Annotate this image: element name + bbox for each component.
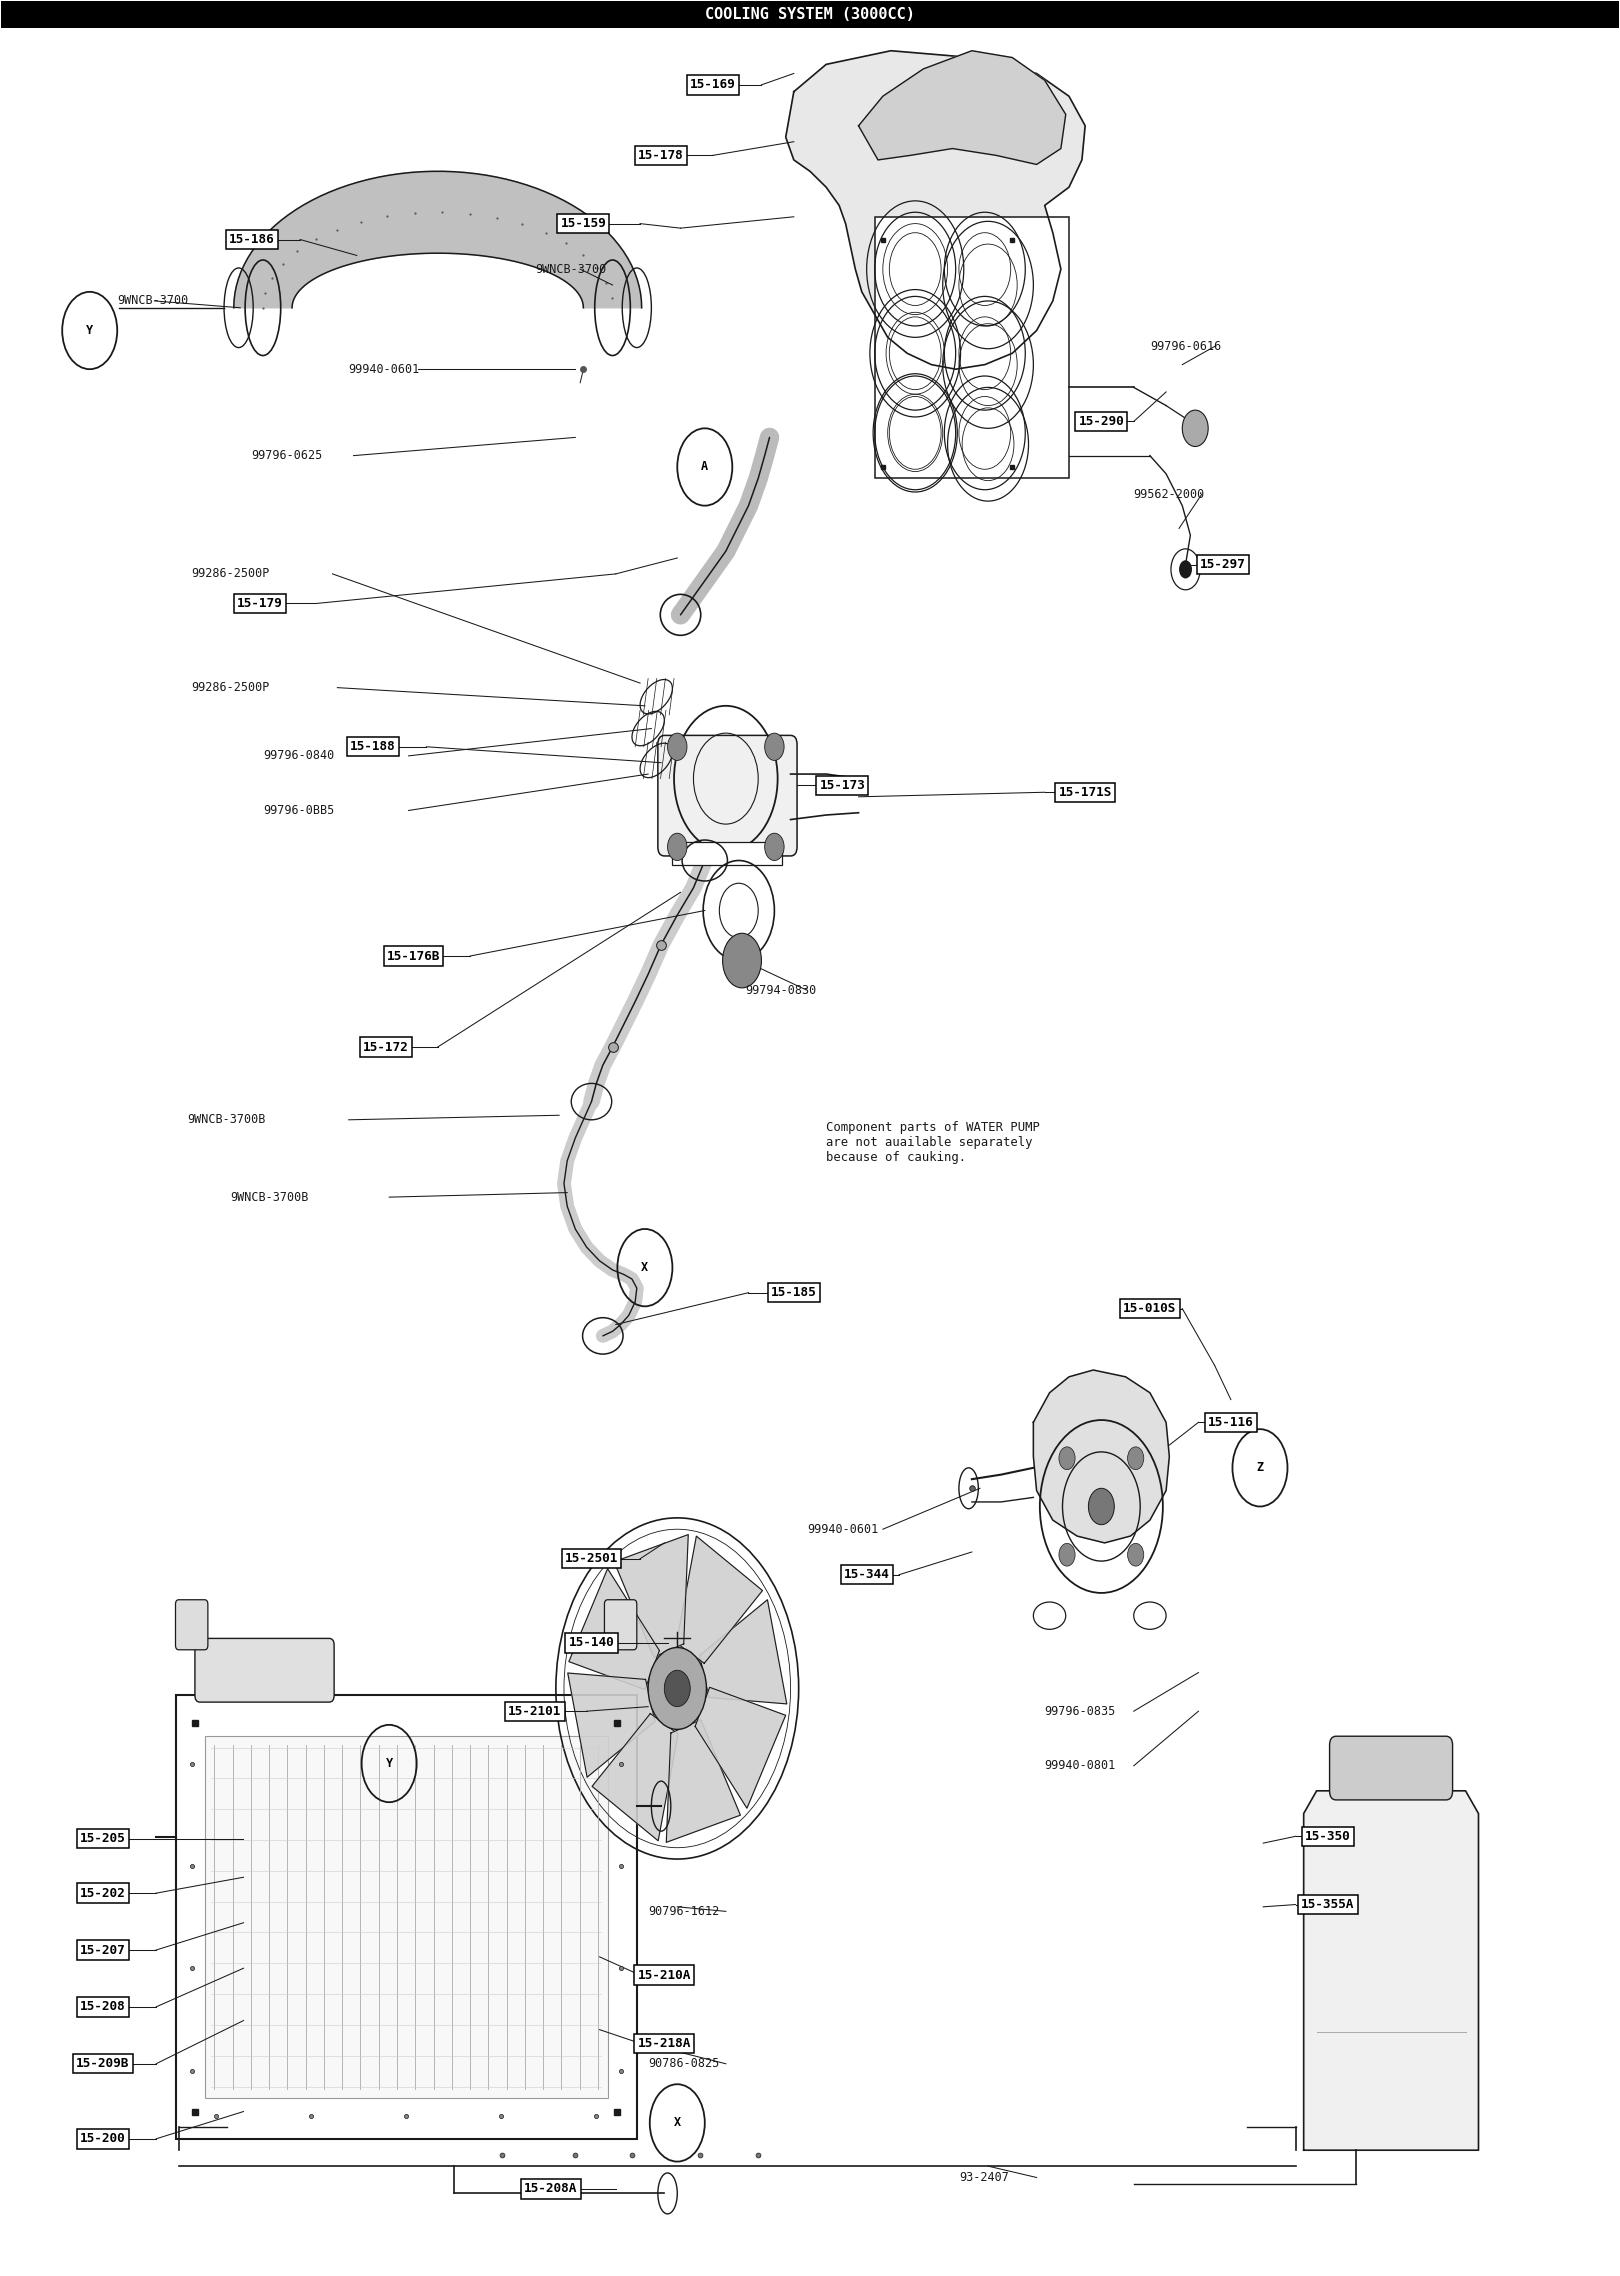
Text: 99796-0616: 99796-0616 bbox=[1150, 339, 1221, 353]
Text: 99940-0601: 99940-0601 bbox=[807, 1523, 878, 1536]
Polygon shape bbox=[695, 1687, 786, 1807]
Polygon shape bbox=[1304, 1791, 1479, 2151]
Circle shape bbox=[1128, 1448, 1144, 1470]
Text: 99796-0835: 99796-0835 bbox=[1045, 1705, 1116, 1718]
Text: X: X bbox=[642, 1261, 648, 1275]
Text: 9WNCB-3700: 9WNCB-3700 bbox=[535, 262, 606, 275]
Circle shape bbox=[648, 1648, 706, 1730]
Text: 15-210A: 15-210A bbox=[638, 1969, 692, 1982]
FancyBboxPatch shape bbox=[0, 0, 1620, 27]
Circle shape bbox=[667, 833, 687, 860]
Polygon shape bbox=[700, 1600, 787, 1705]
Circle shape bbox=[765, 733, 784, 760]
FancyBboxPatch shape bbox=[658, 735, 797, 856]
Text: 15-290: 15-290 bbox=[1079, 414, 1124, 428]
Circle shape bbox=[1089, 1489, 1115, 1525]
Circle shape bbox=[1059, 1543, 1076, 1566]
Text: 15-218A: 15-218A bbox=[638, 2037, 692, 2051]
Circle shape bbox=[664, 1671, 690, 1707]
Text: COOLING SYSTEM (3000CC): COOLING SYSTEM (3000CC) bbox=[705, 7, 915, 23]
Polygon shape bbox=[233, 171, 642, 307]
Text: 99796-0625: 99796-0625 bbox=[251, 448, 322, 462]
Text: 15-010S: 15-010S bbox=[1123, 1302, 1176, 1316]
Polygon shape bbox=[614, 1534, 688, 1657]
Text: 99796-0840: 99796-0840 bbox=[262, 749, 334, 762]
Text: X: X bbox=[674, 2117, 680, 2130]
Polygon shape bbox=[569, 1568, 659, 1689]
FancyBboxPatch shape bbox=[604, 1600, 637, 1650]
Text: 15-159: 15-159 bbox=[561, 216, 606, 230]
FancyBboxPatch shape bbox=[194, 1639, 334, 1702]
Circle shape bbox=[723, 933, 761, 988]
Text: 90796-1612: 90796-1612 bbox=[648, 1905, 719, 1919]
FancyBboxPatch shape bbox=[1330, 1737, 1453, 1800]
Circle shape bbox=[1128, 1543, 1144, 1566]
FancyBboxPatch shape bbox=[875, 216, 1069, 478]
Text: Z: Z bbox=[1257, 1461, 1264, 1475]
Text: 15-344: 15-344 bbox=[844, 1568, 889, 1582]
Text: 15-172: 15-172 bbox=[363, 1040, 408, 1054]
Text: 15-297: 15-297 bbox=[1200, 558, 1246, 571]
Text: 15-140: 15-140 bbox=[569, 1636, 614, 1650]
FancyBboxPatch shape bbox=[175, 1600, 207, 1650]
Text: 15-2101: 15-2101 bbox=[509, 1705, 562, 1718]
Text: 15-185: 15-185 bbox=[771, 1286, 816, 1300]
Text: 15-208: 15-208 bbox=[79, 2001, 125, 2014]
Text: 15-355A: 15-355A bbox=[1301, 1898, 1354, 1912]
Text: 9WNCB-3700B: 9WNCB-3700B bbox=[186, 1113, 266, 1127]
Polygon shape bbox=[677, 1536, 763, 1664]
Text: 15-205: 15-205 bbox=[79, 1832, 125, 1846]
Text: Component parts of WATER PUMP
are not auailable separately
because of cauking.: Component parts of WATER PUMP are not au… bbox=[826, 1122, 1040, 1163]
Text: 9WNCB-3700B: 9WNCB-3700B bbox=[230, 1190, 309, 1204]
Text: 15-169: 15-169 bbox=[690, 77, 735, 91]
Text: 15-350: 15-350 bbox=[1306, 1830, 1351, 1844]
Polygon shape bbox=[591, 1714, 679, 1841]
Circle shape bbox=[1179, 560, 1192, 578]
Text: 15-2501: 15-2501 bbox=[565, 1552, 619, 1566]
Text: 15-173: 15-173 bbox=[820, 778, 865, 792]
Polygon shape bbox=[567, 1673, 654, 1778]
Text: 15-178: 15-178 bbox=[638, 148, 684, 162]
Text: 99940-0801: 99940-0801 bbox=[1045, 1759, 1116, 1773]
Text: 15-188: 15-188 bbox=[350, 740, 395, 753]
FancyBboxPatch shape bbox=[204, 1737, 608, 2098]
Text: 99286-2500P: 99286-2500P bbox=[191, 681, 271, 694]
Text: 99562-2000: 99562-2000 bbox=[1134, 487, 1205, 501]
Circle shape bbox=[1059, 1448, 1076, 1470]
Text: 15-208A: 15-208A bbox=[525, 2183, 578, 2196]
Text: A: A bbox=[701, 460, 708, 473]
Text: Y: Y bbox=[386, 1757, 392, 1771]
Text: 15-186: 15-186 bbox=[228, 232, 274, 246]
FancyBboxPatch shape bbox=[175, 1696, 637, 2139]
Text: 15-207: 15-207 bbox=[79, 1944, 125, 1957]
Text: 15-176B: 15-176B bbox=[387, 949, 441, 963]
Text: 9WNCB-3700: 9WNCB-3700 bbox=[117, 294, 188, 307]
FancyBboxPatch shape bbox=[672, 842, 782, 865]
Circle shape bbox=[1183, 410, 1209, 446]
Text: 15-209B: 15-209B bbox=[76, 2058, 130, 2071]
Text: 99940-0601: 99940-0601 bbox=[348, 362, 420, 376]
Polygon shape bbox=[786, 50, 1085, 369]
Text: 15-202: 15-202 bbox=[79, 1887, 125, 1900]
Text: Y: Y bbox=[86, 323, 94, 337]
Polygon shape bbox=[666, 1721, 740, 1841]
Text: 15-171S: 15-171S bbox=[1058, 785, 1111, 799]
Text: 99796-0BB5: 99796-0BB5 bbox=[262, 803, 334, 817]
Text: 90786-0825: 90786-0825 bbox=[648, 2058, 719, 2071]
Text: 15-200: 15-200 bbox=[79, 2133, 125, 2146]
Polygon shape bbox=[1034, 1370, 1170, 1543]
Text: 93-2407: 93-2407 bbox=[959, 2171, 1009, 2185]
Text: 99794-0830: 99794-0830 bbox=[745, 983, 816, 997]
Text: 15-116: 15-116 bbox=[1209, 1416, 1254, 1429]
Polygon shape bbox=[859, 50, 1066, 164]
Text: 15-179: 15-179 bbox=[237, 596, 282, 610]
Text: 99286-2500P: 99286-2500P bbox=[191, 567, 271, 580]
Circle shape bbox=[765, 833, 784, 860]
Circle shape bbox=[667, 733, 687, 760]
